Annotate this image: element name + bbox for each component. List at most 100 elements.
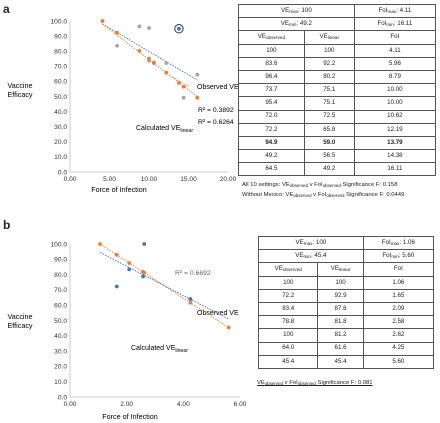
chart-a: Vaccine Efficacy Force of Infection Obse… xyxy=(7,18,239,194)
table-a: VEmax: 100 FoImax: 4.11 VEmin: 49.2 FoIm… xyxy=(238,3,437,177)
chart-b-point-s0-4 xyxy=(188,297,193,301)
chart-a-annot-observed: Observed VE xyxy=(197,84,239,91)
table-row: 95.4 75.1 10.00 xyxy=(238,96,437,111)
chart-b: Vaccine Efficacy Force of Infection Obse… xyxy=(7,241,247,421)
chart-b-ytick-label: 100.0 xyxy=(50,241,67,248)
chart-b-point-s0-1 xyxy=(127,267,132,272)
chart-a-point-s1-4 xyxy=(151,60,156,65)
chart-b-ytick-label: 20.0 xyxy=(54,364,67,371)
chart-b-r2-blue: R² = 0.6692 xyxy=(175,270,211,277)
table-a-col-foi: FoI xyxy=(353,30,437,45)
table-row-highlight: 94.9 59.0 13.79 xyxy=(238,135,437,151)
chart-b-trendline-1 xyxy=(99,243,229,328)
table-a-vemin: VEmin: 49.2 xyxy=(238,17,355,32)
table-row: 64.5 49.2 16.11 xyxy=(238,162,437,177)
chart-b-ytick-label: 10.0 xyxy=(54,379,67,386)
chart-b-point-s1-0 xyxy=(98,242,102,246)
table-row: 72.0 72.5 10.62 xyxy=(238,109,437,124)
chart-a-highlight-ring xyxy=(174,24,184,34)
chart-b-point-s1-5 xyxy=(188,300,193,305)
chart-a-point-s1-6 xyxy=(177,81,181,85)
chart-b-ytick-label: 60.0 xyxy=(54,303,67,310)
table-row: 72.2 65.8 12.19 xyxy=(238,122,437,137)
chart-a-xlabel: Force of Infection xyxy=(91,185,147,194)
table-row: 100 100 4.11 xyxy=(238,43,437,58)
chart-a-xtick-label: 0.00 xyxy=(64,176,77,183)
chart-a-ytick-label: 20.0 xyxy=(54,139,67,146)
chart-a-ytick-label: 50.0 xyxy=(54,94,67,101)
chart-a-ytick-label: 90.0 xyxy=(54,33,67,40)
table-row: 83.6 92.2 5.96 xyxy=(238,56,437,71)
chart-b-point-s1-1 xyxy=(114,252,119,257)
table-a-col-veobs: VEobserved xyxy=(238,30,305,45)
chart-a-ytick-label: 10.0 xyxy=(54,154,67,161)
chart-a-point-s1-0 xyxy=(100,19,105,23)
table-row: 78.8 81.8 2.58 xyxy=(257,315,435,330)
table-row: 83.4 87.6 2.09 xyxy=(257,301,435,317)
chart-b-point-s1-6 xyxy=(226,325,231,330)
chart-b-ytick-label: 70.0 xyxy=(54,287,67,294)
chart-b-ytick-label: 40.0 xyxy=(54,333,67,340)
chart-a-point-s0-8 xyxy=(195,72,200,77)
table-a-col-velin: VElinear xyxy=(303,30,355,45)
chart-b-xtick-label: 4.00 xyxy=(177,401,190,408)
chart-a-ytick-label: 70.0 xyxy=(54,64,67,71)
chart-b-ytick-label: 0.0 xyxy=(58,394,67,401)
panel-b-letter: b xyxy=(3,218,11,232)
chart-b-point-s1-2 xyxy=(127,261,132,265)
chart-b-ytick-label: 80.0 xyxy=(54,272,67,279)
chart-b-xlabel: Force of Infection xyxy=(102,412,158,421)
chart-a-ytick-label: 40.0 xyxy=(54,109,67,116)
chart-a-point-s0-7 xyxy=(181,95,186,100)
chart-b-ylabel-line2: Efficacy xyxy=(7,321,32,330)
chart-b-ylabel-line1: Vaccine xyxy=(7,312,32,321)
table-row: 96.4 80.2 8.79 xyxy=(238,69,437,85)
chart-b-ytick-label: 50.0 xyxy=(54,318,67,325)
table-a-foimax: FoImax: 4.11 xyxy=(353,3,437,19)
chart-a-point-s0-4 xyxy=(147,26,151,30)
chart-b-point-s0-2 xyxy=(141,274,146,279)
panel-a-note-without-mexico: Without Mexico: VEobserved v FoIobserved… xyxy=(242,192,405,198)
chart-b-ylabel: Vaccine Efficacy xyxy=(7,312,32,330)
chart-b-xtick-label: 0.00 xyxy=(64,401,77,408)
chart-a-r2-gray: R² = 0.3892 xyxy=(198,107,234,114)
chart-a-point-s1-2 xyxy=(137,48,142,53)
chart-b-xtick-label: 2.00 xyxy=(120,401,133,408)
chart-a-ytick-label: 80.0 xyxy=(54,49,67,56)
chart-a-ytick-label: 100.0 xyxy=(50,18,67,25)
chart-a-trendline-1 xyxy=(172,76,189,87)
chart-a-point-s1-1 xyxy=(115,30,119,35)
chart-a-xtick-label: 15.00 xyxy=(180,176,197,183)
chart-a-ytick-label: 60.0 xyxy=(54,79,67,86)
chart-a-r2-orange: R² = 0.6264 xyxy=(198,119,234,126)
table-b: VEmax: 100 FoImax: 1.06 VEmin: 45.4 FoIm… xyxy=(257,235,435,369)
chart-b-trendline-0 xyxy=(99,252,229,320)
table-a-vemax: VEmax: 100 xyxy=(238,3,355,19)
chart-a-annot-calc: Calculated VElinear xyxy=(136,125,193,134)
table-row: 100 81.2 2.62 xyxy=(257,328,435,343)
chart-a-ylabel-line2: Efficacy xyxy=(7,90,32,99)
chart-b-point-s0-3 xyxy=(142,242,147,246)
chart-a-highlight-point xyxy=(177,26,181,31)
chart-a-ytick-label: 30.0 xyxy=(54,124,67,131)
chart-b-ytick-label: 30.0 xyxy=(54,348,67,355)
chart-a-ylabel-line1: Vaccine xyxy=(7,81,32,90)
table-row: 45.4 45.4 5.60 xyxy=(257,354,435,369)
chart-b-xtick-label: 6.00 xyxy=(234,401,247,408)
panel-b-note-significance: VEobserved v FoIobserved Significance F:… xyxy=(257,380,373,386)
table-b-foimax: FoImax: 1.06 xyxy=(362,235,435,251)
chart-b-annot-calc: Calculated VElinear xyxy=(131,345,188,354)
table-row: 73.7 75.1 10.00 xyxy=(238,83,437,98)
chart-a-point-s1-7 xyxy=(181,84,186,89)
chart-a-ytick-label: 0.0 xyxy=(58,169,67,176)
chart-a-point-s1-8 xyxy=(195,95,200,100)
chart-b-point-s0-0 xyxy=(114,284,119,289)
table-a-foimin: FoImin: 16.11 xyxy=(353,17,437,32)
table-b-vemin: VEmin: 45.4 xyxy=(258,249,364,264)
table-b-foimin: FoImin: 5.60 xyxy=(362,249,435,264)
table-row: 100 100 1.06 xyxy=(257,275,435,290)
panel-a-letter: a xyxy=(3,2,10,16)
chart-a-xtick-label: 10.00 xyxy=(141,176,158,183)
chart-a-point-s0-6 xyxy=(164,61,169,65)
chart-a-xtick-label: 20.00 xyxy=(220,176,237,183)
